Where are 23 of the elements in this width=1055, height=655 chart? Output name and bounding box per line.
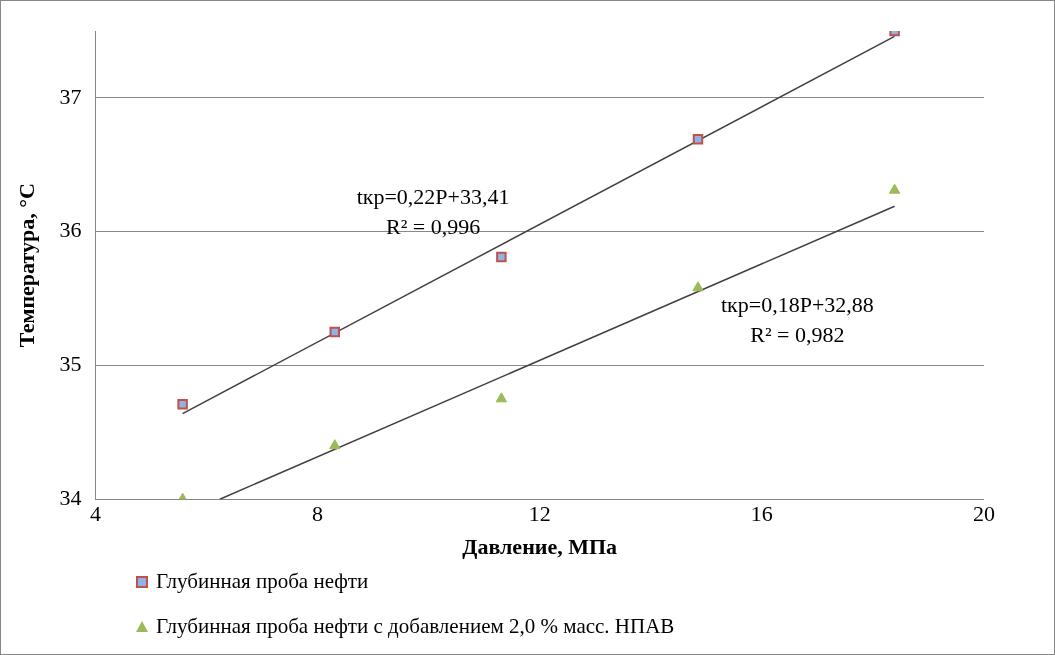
y-tick-label: 36 bbox=[59, 217, 82, 243]
x-axis-title: Давление, МПа bbox=[462, 534, 618, 560]
y-tick-label: 35 bbox=[59, 351, 82, 377]
legend-label: Глубинная проба нефти с добавлением 2,0 % масс. НПАВ bbox=[156, 614, 675, 639]
point bbox=[888, 183, 901, 194]
x-tick-label: 4 bbox=[89, 501, 101, 527]
y-tick-label: 37 bbox=[59, 83, 82, 109]
y-tick-label: 34 bbox=[59, 484, 82, 510]
x-tick-label: 16 bbox=[750, 501, 773, 527]
point bbox=[692, 281, 704, 292]
point bbox=[329, 439, 341, 450]
point bbox=[177, 398, 188, 410]
y-axis-title: Температура, °С bbox=[13, 183, 39, 348]
point bbox=[496, 251, 507, 263]
legend-label: Глубинная проба нефти bbox=[156, 569, 369, 594]
annotation: tкр=0,22P+33,41 R² = 0,996 bbox=[356, 184, 510, 240]
point bbox=[495, 392, 508, 403]
point bbox=[692, 134, 704, 145]
annotation: tкр=0,18P+32,88 R² = 0,982 bbox=[720, 291, 874, 347]
x-tick-label: 8 bbox=[312, 501, 324, 527]
point bbox=[329, 326, 341, 338]
x-tick-label: 12 bbox=[528, 501, 551, 527]
x-tick-label: 20 bbox=[973, 501, 995, 527]
